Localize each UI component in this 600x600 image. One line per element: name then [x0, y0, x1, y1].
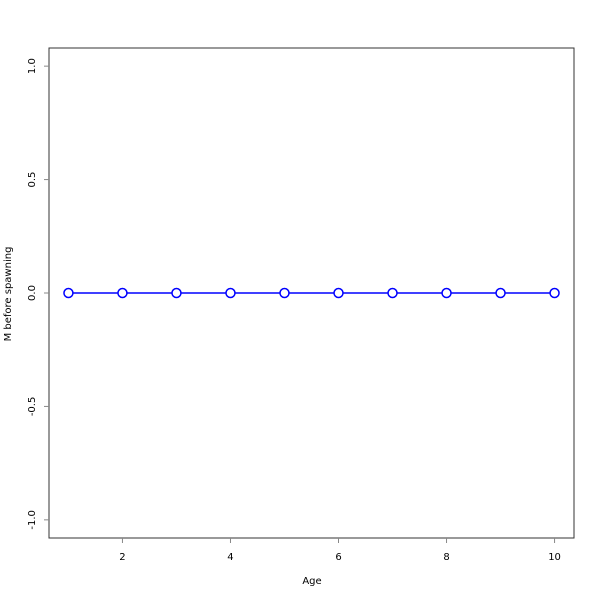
y-tick-label: 1.0: [27, 58, 38, 74]
y-axis: -1.0 -0.5 0.0 0.5 1.0: [27, 58, 49, 530]
y-tick-label: 0.0: [27, 285, 38, 301]
y-tick-label: -0.5: [27, 397, 38, 417]
x-tick-label: 2: [119, 552, 125, 563]
data-point: [333, 287, 344, 299]
x-axis: 2 4 6 8 10: [119, 538, 561, 563]
data-point: [549, 287, 560, 299]
x-tick-label: 10: [548, 552, 561, 563]
data-point: [387, 287, 398, 299]
data-point: [63, 287, 74, 299]
data-point: [441, 287, 452, 299]
x-tick-label: 6: [335, 552, 341, 563]
series: [63, 287, 560, 299]
data-point: [225, 287, 236, 299]
data-point: [495, 287, 506, 299]
x-tick-label: 4: [227, 552, 233, 563]
y-tick-label: 0.5: [27, 172, 38, 188]
data-point: [171, 287, 182, 299]
data-point: [117, 287, 128, 299]
x-axis-label: Age: [302, 576, 321, 587]
data-point: [279, 287, 290, 299]
x-tick-label: 8: [443, 552, 449, 563]
y-axis-label: M before spawning: [3, 247, 14, 342]
y-tick-label: -1.0: [27, 510, 38, 530]
